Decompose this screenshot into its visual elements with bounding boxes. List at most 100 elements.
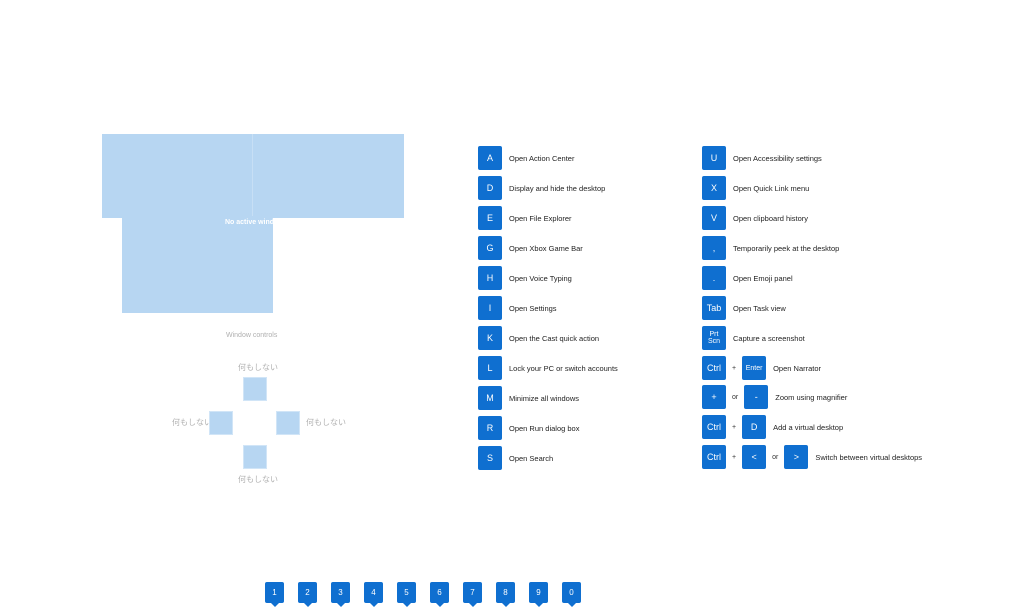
preview-window-bottom xyxy=(122,216,273,313)
dpad-left-button[interactable] xyxy=(209,411,233,435)
shortcut-row[interactable]: . Open Emoji panel xyxy=(702,266,793,290)
number-key[interactable]: 8 xyxy=(496,582,515,607)
chevron-right-icon: > xyxy=(784,445,809,469)
shortcut-description: Open Action Center xyxy=(509,153,575,163)
key-cap-print-screen: Prt Scn xyxy=(702,326,726,350)
combo-magnifier-row[interactable]: + or - Zoom using magnifier xyxy=(702,385,847,409)
number-key[interactable]: 6 xyxy=(430,582,449,607)
dpad-down-button[interactable] xyxy=(243,445,267,469)
key-cap-line: Prt xyxy=(709,331,719,338)
shortcut-description: Switch between virtual desktops xyxy=(815,452,923,462)
shortcut-description: Open Settings xyxy=(509,303,557,313)
plus-separator: + xyxy=(732,453,737,461)
key-cap: , xyxy=(702,236,726,260)
shortcut-row[interactable]: Tab Open Task view xyxy=(702,296,786,320)
shortcut-row[interactable]: A Open Action Center xyxy=(478,146,574,170)
key-cap-line: Scn xyxy=(707,338,721,345)
key-cap: I xyxy=(478,296,502,320)
shortcut-row[interactable]: E Open File Explorer xyxy=(478,206,572,230)
shortcut-row[interactable]: L Lock your PC or switch accounts xyxy=(478,356,618,380)
shortcut-description: Display and hide the desktop xyxy=(509,183,606,193)
shortcut-row[interactable]: X Open Quick Link menu xyxy=(702,176,809,200)
combo-switch-desktop-row[interactable]: Ctrl + < or > Switch between virtual des… xyxy=(702,445,922,469)
or-separator: or xyxy=(732,393,739,401)
key-cap: Ctrl xyxy=(702,415,726,439)
chevron-left-icon: < xyxy=(742,445,767,469)
combo-narrator-row[interactable]: Ctrl + Enter Open Narrator xyxy=(702,356,821,380)
key-cap: Enter xyxy=(742,356,767,380)
shortcut-description: Open File Explorer xyxy=(509,213,572,223)
or-separator: or xyxy=(772,453,779,461)
key-cap: X xyxy=(702,176,726,200)
shortcut-row[interactable]: H Open Voice Typing xyxy=(478,266,572,290)
key-cap: - xyxy=(744,385,769,409)
shortcut-row[interactable]: D Display and hide the desktop xyxy=(478,176,605,200)
key-cap: K xyxy=(478,326,502,350)
shortcut-description: Open Emoji panel xyxy=(733,273,793,283)
shortcut-description: Open Narrator xyxy=(773,363,822,373)
shortcut-description: Lock your PC or switch accounts xyxy=(509,363,618,373)
shortcut-row[interactable]: S Open Search xyxy=(478,446,553,470)
dpad-right-button[interactable] xyxy=(276,411,300,435)
number-key[interactable]: 4 xyxy=(364,582,383,607)
shortcut-description: Open clipboard history xyxy=(733,213,809,223)
key-cap: G xyxy=(478,236,502,260)
shortcut-row[interactable]: R Open Run dialog box xyxy=(478,416,579,440)
key-cap: + xyxy=(702,385,726,409)
shortcut-description: Minimize all windows xyxy=(509,393,580,403)
shortcut-description: Capture a screenshot xyxy=(733,333,805,343)
shortcut-description: Zoom using magnifier xyxy=(775,392,848,402)
key-cap: . xyxy=(702,266,726,290)
shortcut-row[interactable]: U Open Accessibility settings xyxy=(702,146,822,170)
number-key[interactable]: 5 xyxy=(397,582,416,607)
shortcut-description: Open Accessibility settings xyxy=(733,153,822,163)
dpad-left-label: 何もしない xyxy=(172,418,212,427)
dpad-up-button[interactable] xyxy=(243,377,267,401)
shortcut-row[interactable]: , Temporarily peek at the desktop xyxy=(702,236,839,260)
combo-virtual-desktop-row[interactable]: Ctrl + D Add a virtual desktop xyxy=(702,415,843,439)
number-key[interactable]: 7 xyxy=(463,582,482,607)
shortcut-row[interactable]: K Open the Cast quick action xyxy=(478,326,599,350)
number-key[interactable]: 9 xyxy=(529,582,548,607)
number-key[interactable]: 1 xyxy=(265,582,284,607)
window-layout-preview: No active wind Window controls 何もしない 何もし… xyxy=(0,0,460,500)
key-cap: S xyxy=(478,446,502,470)
shortcut-row[interactable]: G Open Xbox Game Bar xyxy=(478,236,583,260)
key-cap: V xyxy=(702,206,726,230)
number-key[interactable]: 2 xyxy=(298,582,317,607)
key-cap: Ctrl xyxy=(702,356,726,380)
key-cap: Ctrl xyxy=(702,445,726,469)
shortcut-description: Temporarily peek at the desktop xyxy=(733,243,840,253)
preview-window-top xyxy=(102,134,404,218)
number-key[interactable]: 0 xyxy=(562,582,581,607)
window-controls-label: Window controls xyxy=(226,332,278,339)
key-cap: D xyxy=(742,415,767,439)
shortcut-description: Open the Cast quick action xyxy=(509,333,600,343)
shortcut-row[interactable]: Prt Scn Capture a screenshot xyxy=(702,326,805,350)
key-cap: U xyxy=(702,146,726,170)
shortcut-description: Open Voice Typing xyxy=(509,273,572,283)
key-cap: E xyxy=(478,206,502,230)
shortcut-description: Open Search xyxy=(509,453,554,463)
key-cap: H xyxy=(478,266,502,290)
key-cap: R xyxy=(478,416,502,440)
dpad-down-label: 何もしない xyxy=(238,475,278,484)
shortcut-description: Open Xbox Game Bar xyxy=(509,243,583,253)
dpad-up-label: 何もしない xyxy=(238,363,278,372)
shortcut-description: Open Run dialog box xyxy=(509,423,580,433)
plus-separator: + xyxy=(732,423,737,431)
preview-divider xyxy=(252,134,253,218)
dpad-right-label: 何もしない xyxy=(306,418,346,427)
shortcut-description: Open Quick Link menu xyxy=(733,183,810,193)
key-cap: L xyxy=(478,356,502,380)
shortcut-description: Add a virtual desktop xyxy=(773,422,844,432)
shortcut-description: Open Task view xyxy=(733,303,786,313)
key-cap: M xyxy=(478,386,502,410)
key-cap: D xyxy=(478,176,502,200)
shortcut-row[interactable]: M Minimize all windows xyxy=(478,386,579,410)
shortcut-row[interactable]: I Open Settings xyxy=(478,296,557,320)
plus-separator: + xyxy=(732,364,737,372)
key-cap: Tab xyxy=(702,296,726,320)
shortcut-row[interactable]: V Open clipboard history xyxy=(702,206,808,230)
number-key[interactable]: 3 xyxy=(331,582,350,607)
